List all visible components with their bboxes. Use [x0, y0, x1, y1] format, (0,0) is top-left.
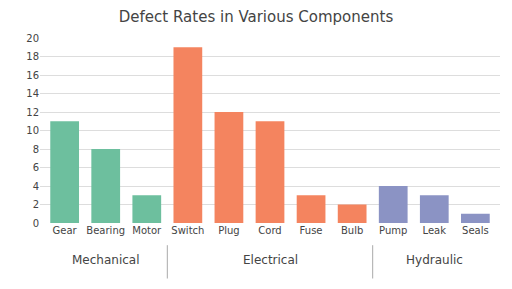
svg-text:4: 4 [33, 181, 39, 192]
svg-text:Switch: Switch [171, 225, 204, 236]
svg-text:Gear: Gear [53, 225, 78, 236]
svg-text:Mechanical: Mechanical [72, 253, 140, 267]
svg-text:16: 16 [26, 70, 39, 81]
svg-text:20: 20 [26, 33, 39, 44]
svg-text:Bulb: Bulb [341, 225, 363, 236]
svg-text:Leak: Leak [423, 225, 447, 236]
svg-text:6: 6 [33, 162, 39, 173]
svg-text:Cord: Cord [258, 225, 281, 236]
svg-text:Seals: Seals [462, 225, 489, 236]
svg-text:2: 2 [33, 199, 39, 210]
svg-text:Pump: Pump [379, 225, 407, 236]
svg-text:14: 14 [26, 88, 39, 99]
svg-text:12: 12 [26, 107, 39, 118]
svg-text:Fuse: Fuse [300, 225, 323, 236]
svg-text:Defect Rates in Various Compon: Defect Rates in Various Components [119, 8, 394, 26]
svg-text:0: 0 [33, 218, 39, 229]
svg-text:10: 10 [26, 125, 39, 136]
svg-text:Hydraulic: Hydraulic [406, 253, 463, 267]
svg-text:Bearing: Bearing [86, 225, 125, 236]
svg-text:8: 8 [33, 144, 39, 155]
svg-text:Motor: Motor [132, 225, 162, 236]
svg-text:Plug: Plug [218, 225, 240, 236]
svg-text:Electrical: Electrical [243, 253, 298, 267]
svg-text:18: 18 [26, 51, 39, 62]
